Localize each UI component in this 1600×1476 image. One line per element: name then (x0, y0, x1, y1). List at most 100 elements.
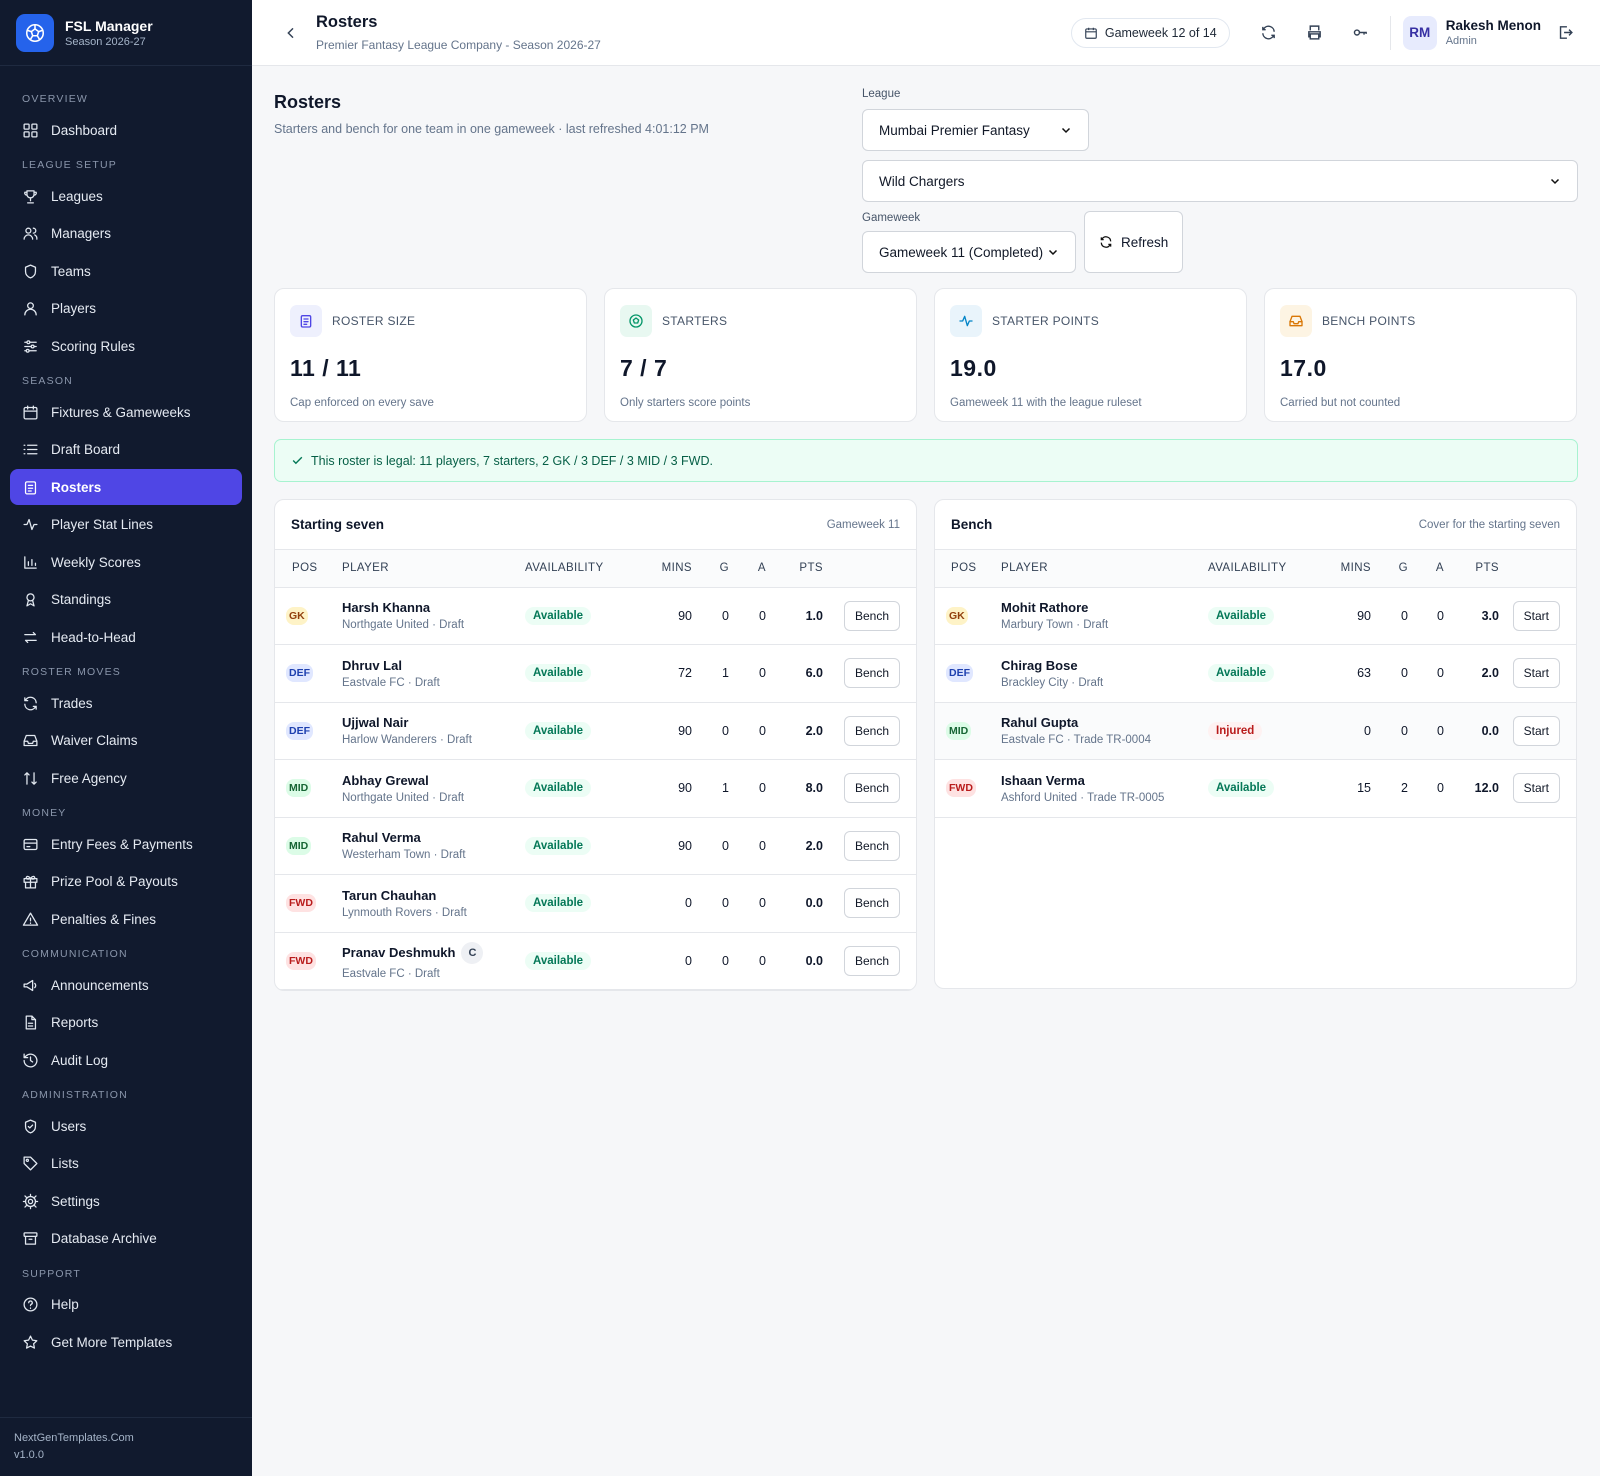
league-select-value: Mumbai Premier Fantasy (879, 122, 1030, 138)
shield-icon (21, 262, 39, 280)
sidebar-item-trades[interactable]: Trades (10, 685, 242, 721)
sidebar-item-draft-board[interactable]: Draft Board (10, 432, 242, 468)
player-meta: Eastvale FC · Draft (342, 967, 440, 980)
goals-cell: 1 (692, 759, 729, 818)
player-name[interactable]: Chirag Bose (1001, 657, 1078, 673)
bench-button[interactable]: Bench (843, 773, 900, 804)
sidebar-item-database-archive[interactable]: Database Archive (10, 1221, 242, 1257)
player-name[interactable]: Abhay Grewal (342, 772, 429, 788)
table-row: FWD Pranav Deshmukh C Eastvale FC · Draft Av… (275, 932, 916, 990)
sidebar-item-free-agency[interactable]: Free Agency (10, 760, 242, 796)
sidebar-item-label: Help (51, 1297, 79, 1312)
sidebar-item-players[interactable]: Players (10, 291, 242, 327)
print-button[interactable] (1300, 18, 1330, 48)
player-name[interactable]: Ujjwal Nair (342, 715, 409, 731)
position-badge: FWD (946, 779, 976, 798)
start-button[interactable]: Start (1512, 600, 1560, 631)
position-badge: FWD (286, 894, 316, 913)
sidebar-item-managers[interactable]: Managers (10, 216, 242, 252)
brand-season: Season 2026-27 (65, 35, 146, 48)
nav-section-support: Support (22, 1267, 81, 1280)
bar-chart-icon (21, 553, 39, 571)
sidebar-item-leagues[interactable]: Leagues (10, 178, 242, 214)
sidebar-item-entry-fees-and-payments[interactable]: Entry Fees & Payments (10, 826, 242, 862)
sidebar-item-announcements[interactable]: Announcements (10, 967, 242, 1003)
sidebar-item-penalties-and-fines[interactable]: Penalties & Fines (10, 901, 242, 937)
sidebar-item-head-to-head[interactable]: Head-to-Head (10, 619, 242, 655)
sidebar-item-teams[interactable]: Teams (10, 253, 242, 289)
footer-site[interactable]: NextGenTemplates.Com (14, 1432, 134, 1444)
sidebar-item-scoring-rules[interactable]: Scoring Rules (10, 328, 242, 364)
sidebar-item-weekly-scores[interactable]: Weekly Scores (10, 544, 242, 580)
sidebar-item-get-more-templates[interactable]: Get More Templates (10, 1324, 242, 1360)
nav-section-communication: Communication (22, 948, 128, 960)
sidebar-item-settings[interactable]: Settings (10, 1183, 242, 1219)
start-button[interactable]: Start (1512, 658, 1560, 689)
sidebar-item-fixtures-and-gameweeks[interactable]: Fixtures & Gameweeks (10, 394, 242, 430)
league-label: League (862, 88, 901, 100)
sidebar-item-reports[interactable]: Reports (10, 1005, 242, 1041)
player-name[interactable]: Pranav Deshmukh (342, 945, 456, 961)
team-select-value: Wild Chargers (879, 173, 965, 189)
player-name[interactable]: Ishaan Verma (1001, 772, 1085, 788)
availability-badge: Available (525, 894, 592, 913)
player-name[interactable]: Dhruv Lal (342, 657, 402, 673)
bench-button[interactable]: Bench (843, 888, 900, 919)
clipboard-icon (290, 305, 322, 337)
award-icon (21, 591, 39, 609)
bench-button[interactable]: Bench (843, 658, 900, 689)
gameweek-select[interactable]: Gameweek 11 (Completed) (862, 231, 1076, 273)
player-name[interactable]: Mohit Rathore (1001, 600, 1089, 616)
bench-table: POS PLAYER AVAILABILITY MINS G A PTS GK M… (935, 550, 1576, 818)
sidebar-item-prize-pool-and-payouts[interactable]: Prize Pool & Payouts (10, 864, 242, 900)
goals-cell: 0 (692, 587, 729, 645)
sidebar-item-audit-log[interactable]: Audit Log (10, 1042, 242, 1078)
start-button[interactable]: Start (1512, 715, 1560, 746)
sidebar-item-users[interactable]: Users (10, 1108, 242, 1144)
player-name[interactable]: Rahul Verma (342, 830, 421, 846)
back-button[interactable] (276, 18, 306, 48)
gameweek-pill[interactable]: Gameweek 12 of 14 (1070, 17, 1230, 48)
sidebar-item-waiver-claims[interactable]: Waiver Claims (10, 723, 242, 759)
stat-label: Bench Points (1322, 314, 1416, 328)
start-button[interactable]: Start (1512, 773, 1560, 804)
sidebar-item-standings[interactable]: Standings (10, 582, 242, 618)
gift-icon (21, 873, 39, 891)
sidebar-item-player-stat-lines[interactable]: Player Stat Lines (10, 507, 242, 543)
player-name[interactable]: Harsh Khanna (342, 600, 431, 616)
brand[interactable]: FSL Manager Season 2026-27 (0, 0, 252, 66)
sidebar-item-rosters[interactable]: Rosters (10, 469, 242, 505)
key-icon (1353, 29, 1368, 36)
sidebar-item-dashboard[interactable]: Dashboard (10, 112, 242, 148)
team-select[interactable]: Wild Chargers (862, 160, 1578, 202)
player-name[interactable]: Rahul Gupta (1001, 715, 1079, 731)
bench-button[interactable]: Bench (843, 830, 900, 861)
gameweek-label: Gameweek (862, 212, 921, 224)
assists-cell: 0 (1408, 644, 1444, 703)
logout-button[interactable] (1557, 24, 1574, 41)
sidebar-item-label: Weekly Scores (51, 554, 141, 570)
player-meta: Westerham Town · Draft (342, 849, 466, 862)
sidebar-item-help[interactable]: Help (10, 1287, 242, 1323)
avatar[interactable]: RM (1402, 15, 1437, 50)
sync-button[interactable] (1254, 18, 1284, 48)
col-availability: AVAILABILITY (1208, 550, 1318, 588)
sidebar-item-label: Lists (51, 1156, 79, 1171)
assists-cell: 0 (729, 817, 766, 875)
goals-cell: 0 (1371, 644, 1408, 703)
stat-note: Cap enforced on every save (290, 397, 434, 409)
key-button[interactable] (1346, 18, 1376, 48)
availability-badge: Available (525, 779, 592, 798)
refresh-button[interactable]: Refresh (1084, 211, 1184, 273)
bench-button[interactable]: Bench (843, 945, 900, 976)
bench-button[interactable]: Bench (843, 715, 900, 746)
goals-cell: 2 (1371, 759, 1408, 818)
col-player: PLAYER (342, 550, 525, 588)
calendar-icon (1084, 26, 1098, 40)
sidebar-item-lists[interactable]: Lists (10, 1146, 242, 1182)
league-select[interactable]: Mumbai Premier Fantasy (862, 109, 1089, 151)
sidebar-item-label: Draft Board (51, 442, 121, 457)
player-name[interactable]: Tarun Chauhan (342, 887, 437, 903)
nav-section-money: Money (22, 807, 67, 819)
bench-button[interactable]: Bench (843, 600, 900, 631)
